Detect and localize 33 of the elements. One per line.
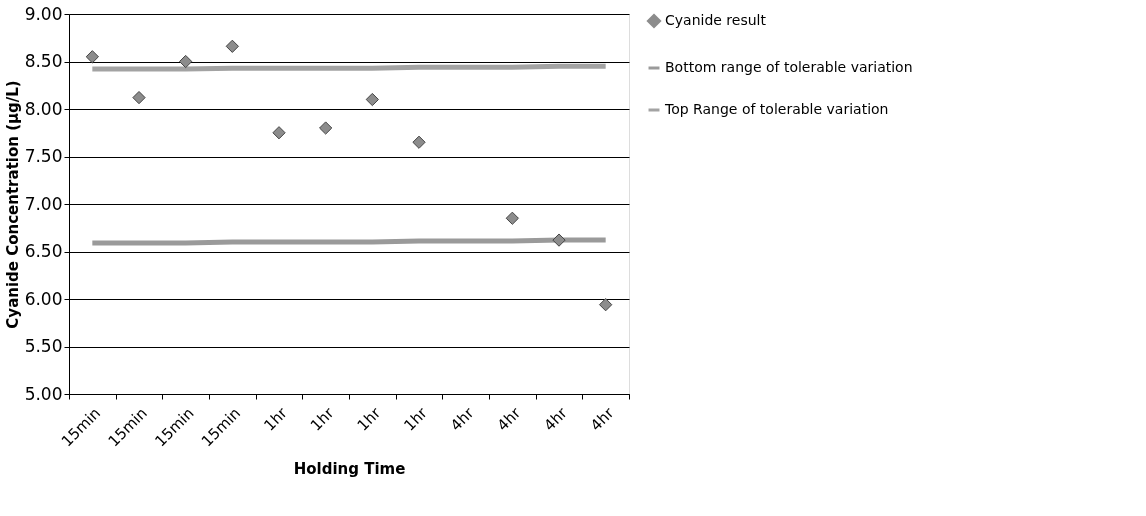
y-tick-label: 6.50 <box>24 241 63 261</box>
point <box>272 126 286 140</box>
y-tick-label: 5.00 <box>24 383 63 404</box>
point <box>599 298 613 312</box>
x-tick-label: 1hr <box>306 403 339 435</box>
x-tick-label: 1hr <box>353 403 385 435</box>
legend-label: Bottom range of tolerable variation <box>665 59 913 75</box>
x-tick-label: 4hr <box>446 403 479 435</box>
y-tick-label: 8.50 <box>24 51 63 71</box>
x-tick-label: 1hr <box>260 403 292 435</box>
point <box>132 90 146 105</box>
point <box>85 50 99 64</box>
point <box>319 121 333 135</box>
point <box>412 135 426 149</box>
x-axis-title: Holding Time <box>293 459 406 478</box>
y-tick-label: 7.00 <box>24 193 63 214</box>
point <box>552 233 566 247</box>
y-tick-label: 5.50 <box>24 336 63 356</box>
point <box>179 54 193 69</box>
legend-label: Cyanide result <box>665 12 767 28</box>
point <box>225 39 239 53</box>
x-tick-label: 4hr <box>493 403 525 435</box>
y-tick-label: 8.00 <box>24 98 63 119</box>
y-tick-label: 7.50 <box>24 146 63 166</box>
point <box>365 92 379 107</box>
x-tick-label: 4hr <box>586 403 619 435</box>
y-tick-label: 6.00 <box>24 288 63 309</box>
legend-label: Top Range of tolerable variation <box>664 101 889 117</box>
point <box>505 211 519 225</box>
x-tick-label: 1hr <box>400 403 432 435</box>
y-tick-label: 9.00 <box>24 3 63 24</box>
y-axis-title: Cyanide Concentration (µg/L) <box>3 80 22 329</box>
x-tick-label: 4hr <box>540 403 572 435</box>
